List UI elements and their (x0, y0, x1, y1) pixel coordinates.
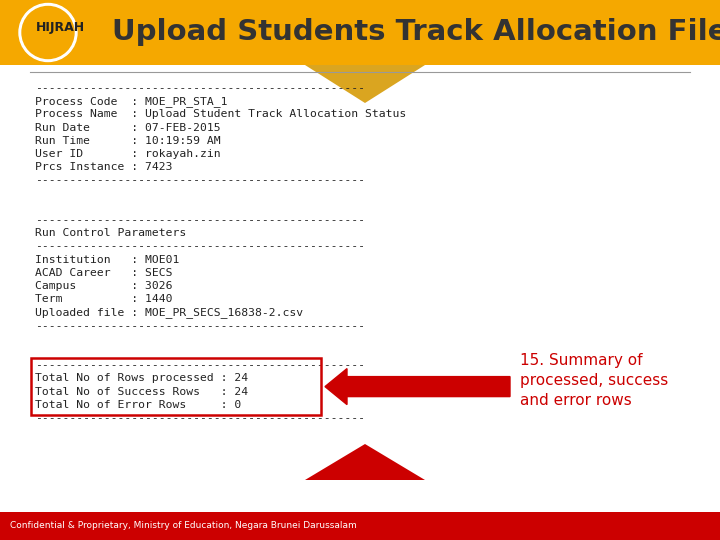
Text: Confidential & Proprietary, Ministry of Education, Negara Brunei Darussalam: Confidential & Proprietary, Ministry of … (10, 522, 356, 530)
Text: ------------------------------------------------: ----------------------------------------… (35, 241, 365, 252)
Circle shape (19, 3, 77, 62)
FancyArrow shape (325, 369, 510, 404)
Text: Total No of Error Rows     : 0: Total No of Error Rows : 0 (35, 400, 241, 410)
Text: Process Code  : MOE_PR_STA_1: Process Code : MOE_PR_STA_1 (35, 96, 228, 107)
Text: Uploaded file : MOE_PR_SECS_16838-2.csv: Uploaded file : MOE_PR_SECS_16838-2.csv (35, 307, 303, 318)
Circle shape (22, 6, 74, 58)
Text: Run Time      : 10:19:59 AM: Run Time : 10:19:59 AM (35, 136, 220, 146)
Polygon shape (305, 65, 425, 103)
Text: Campus        : 3026: Campus : 3026 (35, 281, 173, 291)
Text: Run Control Parameters: Run Control Parameters (35, 228, 186, 238)
Text: Total No of Rows processed : 24: Total No of Rows processed : 24 (35, 373, 248, 383)
Text: Run Date      : 07-FEB-2015: Run Date : 07-FEB-2015 (35, 123, 220, 133)
Text: ------------------------------------------------: ----------------------------------------… (35, 413, 365, 423)
Text: Term          : 1440: Term : 1440 (35, 294, 173, 304)
Text: HIJRAH: HIJRAH (35, 21, 84, 34)
Text: 15. Summary of
processed, success
and error rows: 15. Summary of processed, success and er… (520, 353, 668, 408)
Bar (0, 0, 720, 65)
Text: User ID       : rokayah.zin: User ID : rokayah.zin (35, 149, 220, 159)
Text: ------------------------------------------------: ----------------------------------------… (35, 83, 365, 93)
Text: ACAD Career   : SECS: ACAD Career : SECS (35, 268, 173, 278)
Text: Upload Students Track Allocation File: Upload Students Track Allocation File (112, 18, 720, 46)
Text: ------------------------------------------------: ----------------------------------------… (35, 215, 365, 225)
Bar (31, 358, 321, 415)
Text: Institution   : MOE01: Institution : MOE01 (35, 254, 179, 265)
Text: Process Name  : Upload Student Track Allocation Status: Process Name : Upload Student Track Allo… (35, 110, 406, 119)
Polygon shape (305, 444, 425, 480)
Text: Total No of Success Rows   : 24: Total No of Success Rows : 24 (35, 387, 248, 396)
Text: Prcs Instance : 7423: Prcs Instance : 7423 (35, 162, 173, 172)
Bar (0, 512, 720, 540)
Text: ------------------------------------------------: ----------------------------------------… (35, 360, 365, 370)
Text: ------------------------------------------------: ----------------------------------------… (35, 176, 365, 185)
Text: ------------------------------------------------: ----------------------------------------… (35, 321, 365, 330)
